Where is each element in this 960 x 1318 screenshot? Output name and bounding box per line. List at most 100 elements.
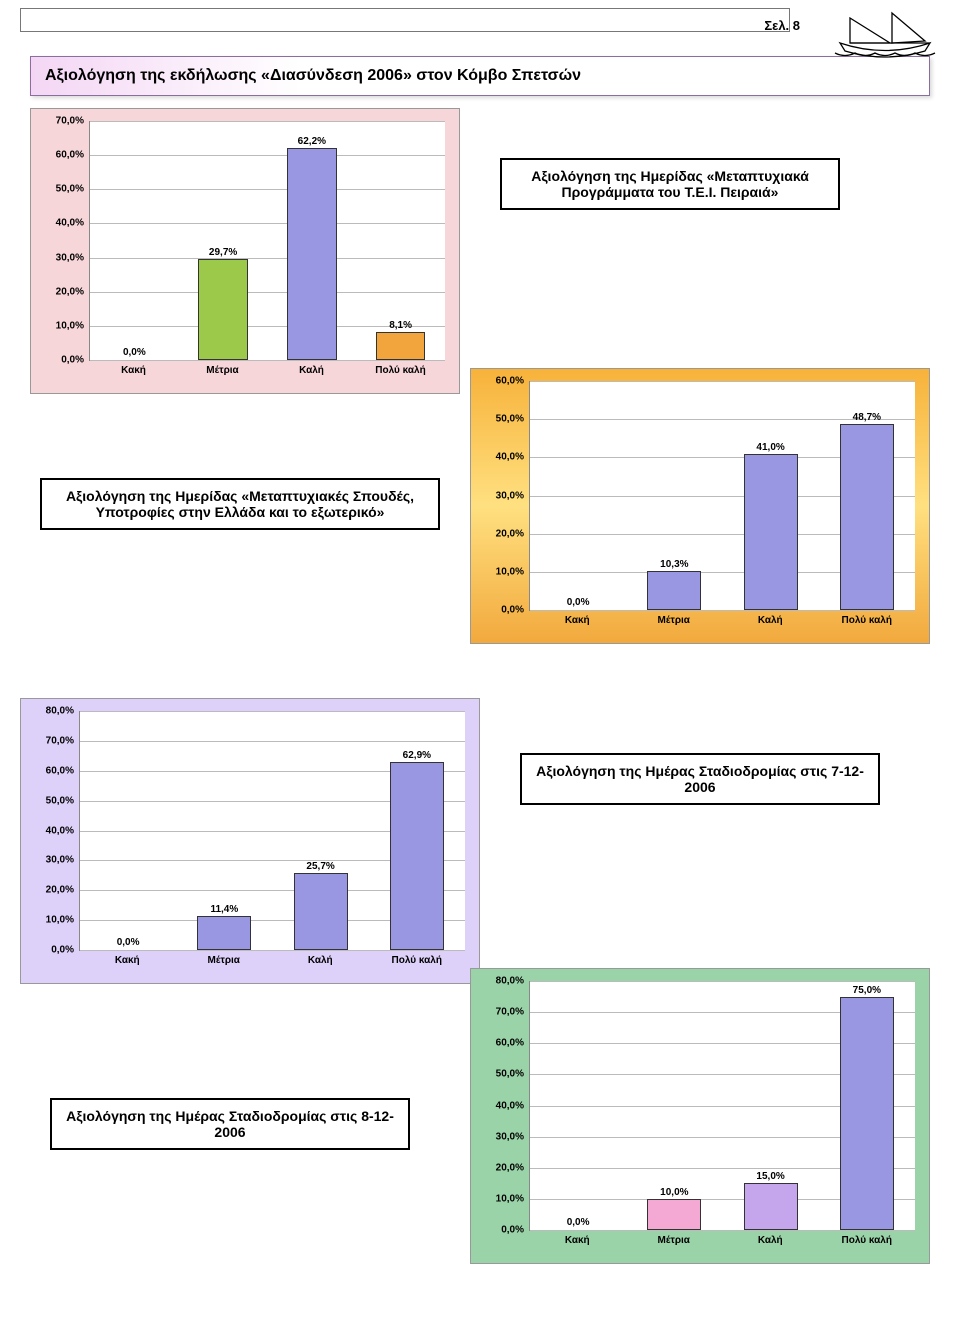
bar: 11,4% xyxy=(197,916,251,950)
ytick-label: 50,0% xyxy=(496,414,530,425)
ytick-label: 60,0% xyxy=(496,1038,530,1049)
chart3-xlabels: ΚακήΜέτριαΚαλήΠολύ καλή xyxy=(79,955,465,973)
ytick-label: 50,0% xyxy=(56,184,90,195)
bar-value-label: 29,7% xyxy=(209,247,237,260)
ytick-label: 60,0% xyxy=(46,765,80,776)
category-label: Κακή xyxy=(565,615,590,626)
bar-value-label: 62,2% xyxy=(298,136,326,149)
chart4-xlabels: Κακή Μέτρια Καλή Πολύ καλή xyxy=(529,1235,915,1253)
ytick-label: 40,0% xyxy=(496,452,530,463)
header-rule xyxy=(20,8,790,32)
ytick-label: 0,0% xyxy=(501,605,530,616)
ytick-label: 50,0% xyxy=(46,795,80,806)
bar-value-label: 10,0% xyxy=(660,1187,688,1200)
category-label: Πολύ καλή xyxy=(392,955,442,966)
category-label: Καλή xyxy=(758,615,783,626)
ytick-label: 10,0% xyxy=(496,1193,530,1204)
category-label: Πολύ καλή xyxy=(842,1235,892,1246)
chart3-title-box: Αξιολόγηση της Ημέρας Σταδιοδρομίας στις… xyxy=(520,753,880,805)
ytick-label: 60,0% xyxy=(56,150,90,161)
category-label: Μέτρια xyxy=(658,615,690,626)
gridline xyxy=(530,610,915,611)
bar-value-label: 15,0% xyxy=(756,1171,784,1184)
category-label: Πολύ καλή xyxy=(375,365,425,376)
ytick-label: 40,0% xyxy=(46,825,80,836)
bar-value-label: 0,0% xyxy=(567,597,590,610)
ship-icon xyxy=(830,3,940,63)
header-bar: Σελ. 8 xyxy=(20,8,940,48)
category-label: Μέτρια xyxy=(658,1235,690,1246)
section-title: Αξιολόγηση της εκδήλωσης «Διασύνδεση 200… xyxy=(30,56,930,96)
category-label: Κακή xyxy=(121,365,146,376)
chart2-xlabels: ΚακήΜέτριαΚαλήΠολύ καλή xyxy=(529,615,915,633)
bar-value-label: 25,7% xyxy=(306,861,334,874)
bar-value-label: 0,0% xyxy=(123,347,146,360)
bar: 25,7% xyxy=(294,873,348,950)
ytick-label: 20,0% xyxy=(46,885,80,896)
bar: 62,9% xyxy=(390,762,444,950)
page-number: Σελ. 8 xyxy=(764,18,800,33)
ytick-label: 80,0% xyxy=(46,706,80,717)
gridline xyxy=(80,741,465,742)
chart3: 0,0%10,0%20,0%30,0%40,0%50,0%60,0%70,0%8… xyxy=(79,711,465,951)
gridline xyxy=(90,121,445,122)
chart1: 0,0%10,0%20,0%30,0%40,0%50,0%60,0%70,0%0… xyxy=(89,121,445,361)
bar: 48,7% xyxy=(840,424,894,610)
ytick-label: 10,0% xyxy=(496,566,530,577)
ytick-label: 70,0% xyxy=(56,116,90,127)
bar: 75,0% xyxy=(840,997,894,1230)
chart2-panel: 0,0% 10,0% 20,0% 30,0% 40,0% 50,0% 60,0% 0,0% 10… xyxy=(470,368,930,644)
ytick-label: 30,0% xyxy=(46,855,80,866)
bar: 8,1% xyxy=(376,332,426,360)
bar-value-label: 41,0% xyxy=(756,442,784,455)
ytick-label: 20,0% xyxy=(496,528,530,539)
ytick-label: 60,0% xyxy=(496,376,530,387)
gridline xyxy=(90,189,445,190)
ytick-label: 30,0% xyxy=(496,490,530,501)
chart3-panel: 0,0%10,0%20,0%30,0%40,0%50,0%60,0%70,0%8… xyxy=(20,698,480,984)
bar-value-label: 62,9% xyxy=(403,750,431,763)
gridline xyxy=(530,1230,915,1231)
gridline xyxy=(530,981,915,982)
bar: 62,2% xyxy=(287,148,337,360)
chart1-title-box: Αξιολόγηση της Ημερίδας «Μεταπτυχιακά Πρ… xyxy=(500,158,840,210)
bar-value-label: 75,0% xyxy=(853,985,881,998)
gridline xyxy=(90,292,445,293)
gridline xyxy=(90,360,445,361)
bar: 10,3% xyxy=(647,571,701,610)
ytick-label: 0,0% xyxy=(501,1225,530,1236)
category-label: Καλή xyxy=(308,955,333,966)
gridline xyxy=(90,155,445,156)
gridline xyxy=(80,950,465,951)
ytick-label: 50,0% xyxy=(496,1069,530,1080)
ytick-label: 0,0% xyxy=(51,945,80,956)
gridline xyxy=(530,381,915,382)
category-label: Κακή xyxy=(565,1235,590,1246)
gridline xyxy=(90,223,445,224)
ytick-label: 80,0% xyxy=(496,976,530,987)
ytick-label: 10,0% xyxy=(46,915,80,926)
gridline xyxy=(90,258,445,259)
category-label: Καλή xyxy=(758,1235,783,1246)
ytick-label: 20,0% xyxy=(496,1162,530,1173)
ytick-label: 20,0% xyxy=(56,286,90,297)
ytick-label: 0,0% xyxy=(61,355,90,366)
chart2: 0,0%10,0%20,0%30,0%40,0%50,0%60,0%0,0%10… xyxy=(529,381,915,611)
bar-value-label: 10,3% xyxy=(660,559,688,572)
chart1-xlabels: ΚακήΜέτριαΚαλήΠολύ καλή xyxy=(89,365,445,383)
bar-value-label: 0,0% xyxy=(117,937,140,950)
ytick-label: 40,0% xyxy=(56,218,90,229)
category-label: Μέτρια xyxy=(206,365,238,376)
bar-value-label: 8,1% xyxy=(389,320,412,333)
ytick-label: 40,0% xyxy=(496,1100,530,1111)
category-label: Μέτρια xyxy=(208,955,240,966)
gridline xyxy=(80,711,465,712)
bar-value-label: 0,0% xyxy=(567,1217,590,1230)
bar: 29,7% xyxy=(198,259,248,360)
ytick-label: 70,0% xyxy=(496,1007,530,1018)
ytick-label: 30,0% xyxy=(56,252,90,263)
bar: 10,0% xyxy=(647,1199,701,1230)
bar-value-label: 48,7% xyxy=(853,412,881,425)
bar: 41,0% xyxy=(744,454,798,610)
bar: 15,0% xyxy=(744,1183,798,1230)
